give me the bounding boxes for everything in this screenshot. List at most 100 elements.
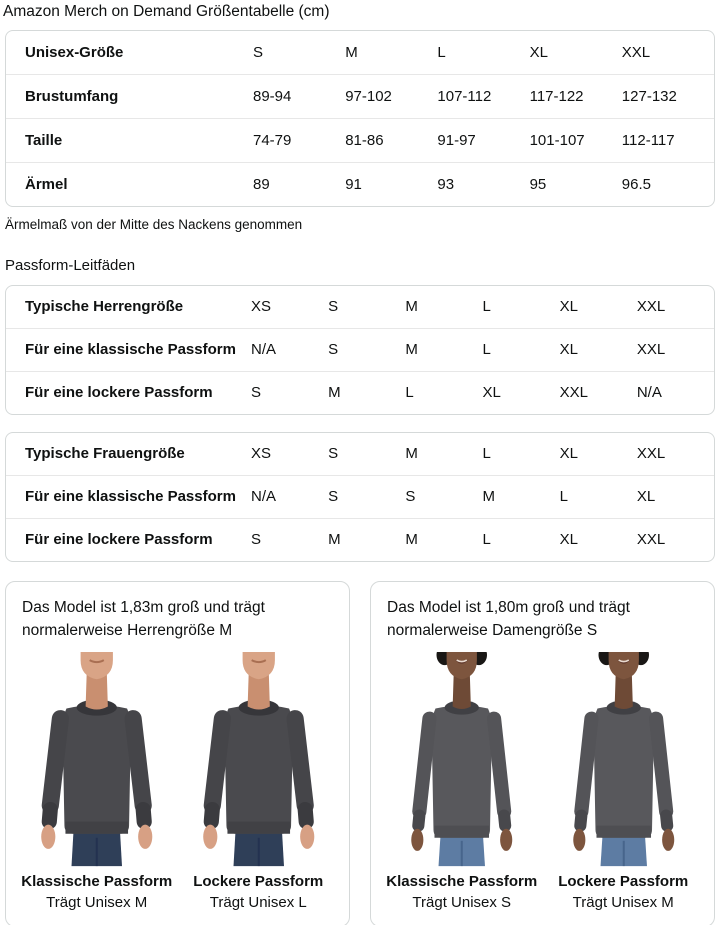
row-label: Ärmel xyxy=(25,176,68,194)
model-cards: Das Model ist 1,83m groß und trägt norma… xyxy=(5,580,715,925)
model-photo-classic-male xyxy=(20,652,174,867)
table-row: Typische Frauengröße XS S M L XL XXL xyxy=(6,433,714,475)
measure-cell: 117-122 xyxy=(529,88,584,106)
row-label: Taille xyxy=(25,132,63,150)
row-label: Typische Herrengröße xyxy=(25,298,184,316)
sleeve-measure-note: Ärmelmaß von der Mitte des Nackens genom… xyxy=(5,217,303,233)
measure-cell: 93 xyxy=(437,176,455,194)
fit-label: Lockere Passform xyxy=(558,872,689,890)
table-row-header: Unisex-Größe S M L XL XXL xyxy=(6,31,714,74)
row-label: Für eine lockere Passform xyxy=(25,531,213,549)
size-cell: L xyxy=(482,445,491,463)
model-description: Das Model ist 1,83m groß und trägt norma… xyxy=(22,598,265,640)
table-row-sleeve: Ärmel 89 91 93 95 96.5 xyxy=(6,162,714,206)
measure-cell: 81-86 xyxy=(345,132,384,150)
size-cell: S xyxy=(251,384,262,402)
womens-fit-table: Typische Frauengröße XS S M L XL XXL Für… xyxy=(5,431,715,562)
size-cell: XL xyxy=(559,298,579,316)
size-cell: N/A xyxy=(251,488,277,506)
photo-classic-fit: Klassische Passform Trägt Unisex S xyxy=(385,652,539,914)
row-label: Für eine lockere Passform xyxy=(25,384,213,402)
table-row: Für eine lockere Passform S M L XL XXL N… xyxy=(6,370,714,414)
size-cell: XS xyxy=(251,445,272,463)
size-cell: XXL xyxy=(621,44,651,62)
size-cell: M xyxy=(328,531,341,549)
table-row: Für eine klassische Passform N/A S M L X… xyxy=(6,327,714,371)
measure-cell: 96.5 xyxy=(621,176,651,194)
photo-classic-fit: Klassische Passform Trägt Unisex M xyxy=(20,652,174,914)
table-row: Für eine lockere Passform S M M L XL XXL xyxy=(6,517,714,561)
fit-label: Klassische Passform xyxy=(386,872,538,890)
size-cell: S xyxy=(328,298,339,316)
size-cell: L xyxy=(482,341,491,359)
size-cell: S xyxy=(405,488,416,506)
model-photo-classic-female xyxy=(385,652,539,867)
size-cell: L xyxy=(482,531,491,549)
size-cell: S xyxy=(251,531,262,549)
size-cell: S xyxy=(253,44,264,62)
wears-label: Trägt Unisex L xyxy=(209,894,307,912)
size-cell: XXL xyxy=(636,531,666,549)
size-cell: XL xyxy=(482,384,501,402)
fit-label: Lockere Passform xyxy=(193,872,324,890)
size-cell: XXL xyxy=(636,298,666,316)
size-cell: L xyxy=(482,298,491,316)
model-card-women: Das Model ist 1,80m groß und trägt norma… xyxy=(370,580,715,925)
size-cell: XL xyxy=(559,531,579,549)
size-cell: XL xyxy=(636,488,656,506)
photo-loose-fit: Lockere Passform Trägt Unisex L xyxy=(181,652,336,914)
size-cell: XL xyxy=(559,341,579,359)
table-row-chest: Brustumfang 89-94 97-102 107-112 117-122… xyxy=(6,74,714,118)
size-cell: L xyxy=(437,44,446,62)
wears-label: Trägt Unisex S xyxy=(412,894,512,912)
photo-loose-fit: Lockere Passform Trägt Unisex M xyxy=(546,652,701,914)
row-label: Für eine klassische Passform xyxy=(25,341,236,359)
size-cell: XXL xyxy=(559,384,589,402)
size-cell: M xyxy=(405,341,418,359)
size-cell: M xyxy=(345,44,358,62)
size-cell: XXL xyxy=(636,445,666,463)
size-cell: L xyxy=(405,384,414,402)
model-description: Das Model ist 1,80m groß und trägt norma… xyxy=(387,598,630,640)
size-cell: M xyxy=(328,384,341,402)
size-cell: XL xyxy=(529,44,548,62)
wears-label: Trägt Unisex M xyxy=(572,894,674,912)
model-photo-loose-female xyxy=(546,652,701,867)
measure-cell: 107-112 xyxy=(437,88,492,106)
measure-cell: 89 xyxy=(253,176,270,194)
wears-label: Trägt Unisex M xyxy=(46,894,148,912)
size-cell: N/A xyxy=(251,341,277,359)
measure-cell: 101-107 xyxy=(529,132,585,150)
size-cell: XXL xyxy=(636,341,666,359)
size-cell: S xyxy=(328,341,339,359)
size-cell: M xyxy=(405,445,418,463)
table-row: Für eine klassische Passform N/A S S M L… xyxy=(6,474,714,518)
row-label: Unisex-Größe xyxy=(25,44,124,62)
size-cell: N/A xyxy=(636,384,662,402)
fit-guides-heading: Passform-Leitfäden xyxy=(5,256,136,274)
unisex-size-table: Unisex-Größe S M L XL XXL Brustumfang 89… xyxy=(5,30,715,208)
size-cell: M xyxy=(405,298,418,316)
measure-cell: 112-117 xyxy=(621,132,675,150)
measure-cell: 127-132 xyxy=(621,88,677,106)
measure-cell: 91-97 xyxy=(437,132,476,150)
measure-cell: 89-94 xyxy=(253,88,292,106)
page-title: Amazon Merch on Demand Größentabelle (cm… xyxy=(3,3,330,20)
model-photo-loose-male xyxy=(181,652,336,867)
size-cell: XL xyxy=(559,445,579,463)
model-photos: Klassische Passform Trägt Unisex S xyxy=(385,652,700,914)
row-label: Für eine klassische Passform xyxy=(25,488,236,506)
model-photos: Klassische Passform Trägt Unisex M Locke… xyxy=(20,652,335,914)
size-cell: M xyxy=(482,488,495,506)
model-card-men: Das Model ist 1,83m groß und trägt norma… xyxy=(5,580,350,925)
row-label: Brustumfang xyxy=(25,88,119,106)
row-label: Typische Frauengröße xyxy=(25,445,185,463)
size-cell: S xyxy=(328,488,339,506)
size-cell: XS xyxy=(251,298,272,316)
measure-cell: 91 xyxy=(345,176,362,194)
table-row: Typische Herrengröße XS S M L XL XXL xyxy=(6,286,714,328)
measure-cell: 97-102 xyxy=(345,88,392,106)
size-cell: L xyxy=(559,488,568,506)
size-cell: M xyxy=(405,531,418,549)
